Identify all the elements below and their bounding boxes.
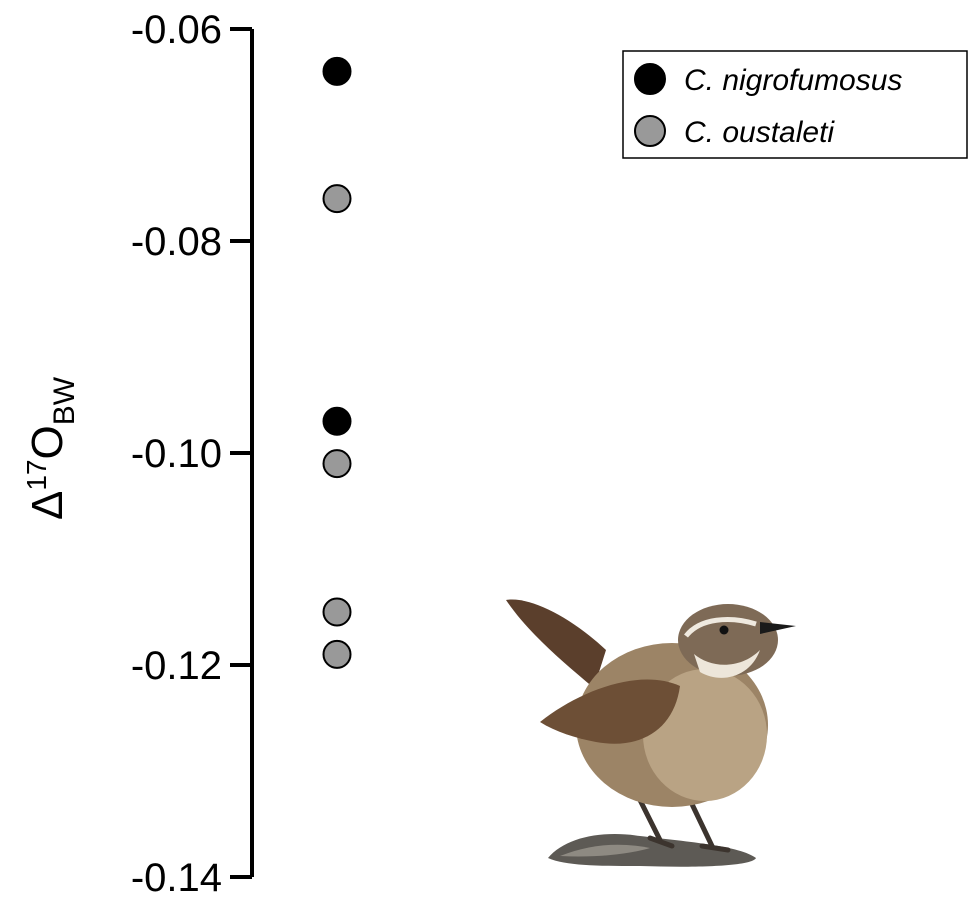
bird-eye: [719, 625, 729, 635]
y-axis-title: Δ17OBW: [21, 376, 81, 520]
legend-box: [622, 50, 968, 159]
bird-photo: [506, 599, 796, 867]
y-axis: -0.06 -0.08 -0.10 -0.12 -0.14: [131, 8, 254, 900]
legend-marker-oustaleti: [634, 115, 666, 147]
data-points: [322, 56, 352, 669]
bird-throat: [694, 650, 760, 678]
data-point-nigrofumosus: [322, 406, 352, 436]
data-point-oustaleti: [322, 449, 352, 479]
data-point-oustaleti: [322, 597, 352, 627]
bird-rock: [548, 834, 756, 867]
data-point-oustaleti: [322, 639, 352, 669]
legend-marker-nigrofumosus: [634, 63, 666, 95]
bird-eyebrow: [684, 617, 757, 638]
y-axis-title-superscript: 17: [21, 459, 52, 490]
y-tick-label: -0.08: [131, 220, 222, 264]
bird-legs: [637, 797, 731, 853]
y-tick-label: -0.10: [131, 432, 222, 476]
bird-tail: [506, 599, 606, 688]
legend-label-nigrofumosus: C. nigrofumosus: [684, 64, 902, 97]
y-axis-title-main: O: [23, 425, 72, 459]
y-axis-title-symbol: Δ: [23, 491, 72, 520]
y-axis-title-subscript: BW: [48, 376, 81, 425]
bird-wing: [540, 679, 680, 744]
y-tick-label: -0.12: [131, 644, 222, 688]
bird-rock-highlight: [560, 844, 650, 857]
data-point-nigrofumosus: [322, 56, 352, 86]
legend: C. nigrofumosus C. oustaleti: [622, 50, 968, 159]
bird-beak: [760, 622, 796, 634]
y-tick-label: -0.06: [131, 8, 222, 52]
legend-label-oustaleti: C. oustaleti: [684, 116, 835, 149]
y-ticks: -0.06 -0.08 -0.10 -0.12 -0.14: [131, 8, 252, 900]
y-tick-label: -0.14: [131, 856, 222, 900]
data-point-oustaleti: [322, 184, 352, 214]
